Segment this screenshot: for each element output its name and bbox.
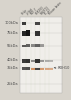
Bar	[40, 68, 44, 70]
Bar	[20, 16, 62, 93]
Bar	[36, 31, 40, 36]
Bar	[26, 30, 30, 36]
Text: RDH10: RDH10	[54, 66, 70, 70]
Text: HeLa: HeLa	[21, 8, 29, 16]
Bar	[49, 68, 53, 70]
Bar	[22, 31, 26, 36]
Bar	[45, 60, 49, 62]
Bar	[36, 68, 40, 70]
Text: 55kDa: 55kDa	[7, 44, 18, 48]
Bar	[31, 68, 35, 70]
Bar	[22, 22, 26, 25]
Bar	[22, 59, 26, 63]
Bar	[45, 68, 49, 70]
Bar	[26, 67, 30, 70]
Bar	[26, 59, 30, 63]
Bar	[36, 59, 40, 63]
Text: PC-12: PC-12	[44, 7, 52, 16]
Text: HEK293: HEK293	[35, 5, 45, 16]
Text: 25kDa: 25kDa	[7, 82, 18, 86]
Bar	[26, 44, 30, 47]
Text: MCF-7: MCF-7	[30, 7, 39, 16]
Bar	[31, 44, 35, 47]
Text: 40kDa: 40kDa	[7, 58, 18, 62]
Text: Mouse brain: Mouse brain	[48, 1, 63, 16]
Bar	[49, 60, 53, 62]
Text: 100kDa: 100kDa	[5, 21, 18, 25]
Text: 35kDa: 35kDa	[7, 66, 18, 70]
Text: NIH/3T3: NIH/3T3	[39, 5, 50, 16]
Bar	[36, 22, 40, 25]
Bar	[36, 44, 40, 47]
Bar	[22, 45, 26, 47]
Text: 75kDa: 75kDa	[7, 31, 18, 35]
Text: Jurkat: Jurkat	[26, 7, 34, 16]
Bar	[22, 67, 26, 70]
Bar	[31, 60, 35, 62]
Bar	[40, 44, 44, 47]
Bar	[40, 60, 44, 62]
